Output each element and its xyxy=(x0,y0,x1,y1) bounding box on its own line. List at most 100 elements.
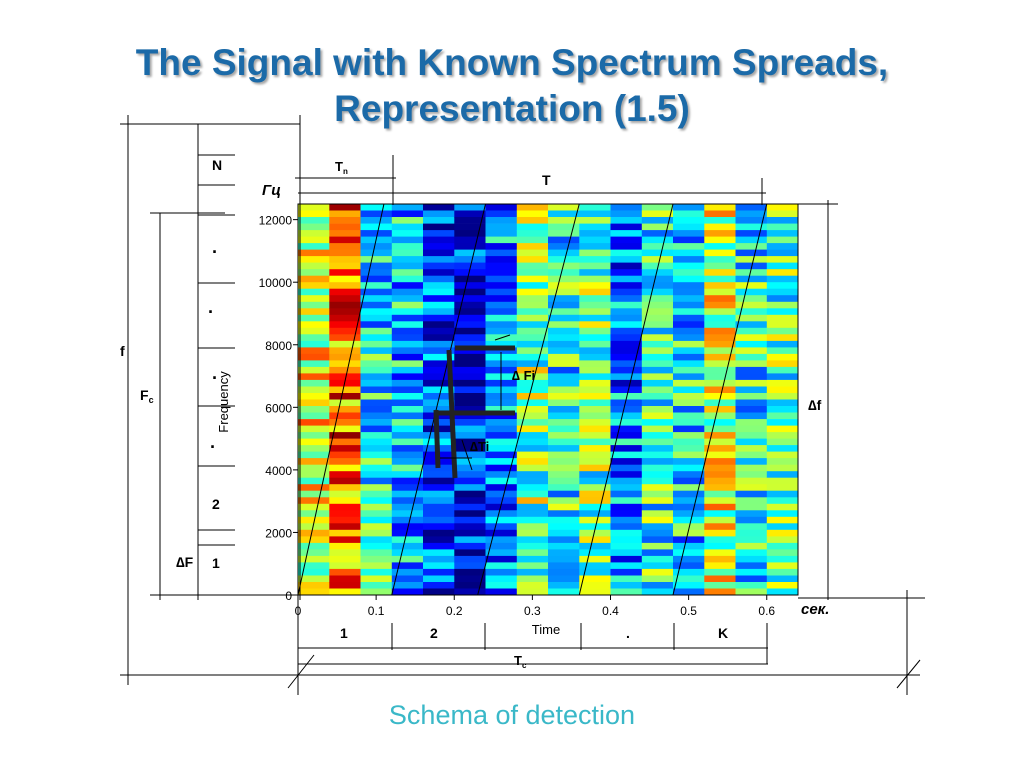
heatmap-cell xyxy=(298,379,330,387)
heatmap-cell xyxy=(766,568,799,576)
heatmap-cell xyxy=(329,510,361,518)
heatmap-cell xyxy=(548,321,580,329)
chirp-line xyxy=(578,203,674,596)
heatmap-cell xyxy=(673,314,705,322)
heatmap-cell xyxy=(391,210,424,218)
heatmap-cell xyxy=(329,497,361,505)
heatmap-cell xyxy=(391,582,424,589)
heatmap-cell xyxy=(641,477,674,485)
heatmap-cell xyxy=(548,373,580,381)
heatmap-cell xyxy=(579,321,611,329)
heatmap-cell xyxy=(610,308,643,316)
heatmap-cell xyxy=(579,295,611,303)
heatmap-cell xyxy=(516,503,549,511)
chirp-line xyxy=(391,203,486,596)
heatmap-cell xyxy=(735,510,768,518)
heatmap-cell xyxy=(329,373,361,381)
heatmap-cell xyxy=(610,451,643,459)
heatmap-cell xyxy=(673,288,705,296)
heatmap-cell xyxy=(298,555,330,563)
heatmap-cell xyxy=(735,438,768,446)
heatmap-cell xyxy=(516,295,549,303)
heatmap-cell xyxy=(673,562,705,570)
heatmap-cell xyxy=(641,484,674,492)
heatmap-cell xyxy=(454,301,486,309)
heatmap-cell xyxy=(360,373,393,381)
heatmap-cell xyxy=(673,379,705,387)
heatmap-cell xyxy=(704,419,736,426)
heatmap-cell xyxy=(454,484,486,492)
heatmap-cell xyxy=(673,262,705,270)
heatmap-cell xyxy=(298,327,330,335)
heatmap-cell xyxy=(641,555,674,563)
heatmap-cell xyxy=(704,445,736,452)
heatmap-cell xyxy=(704,529,736,537)
heatmap-cell xyxy=(673,386,705,394)
heatmap-cell xyxy=(423,484,455,492)
heatmap-cell xyxy=(391,262,424,270)
y-tick-label: 8000 xyxy=(265,339,292,353)
heatmap-cell xyxy=(516,419,549,426)
heatmap-cell xyxy=(423,217,455,224)
heatmap-cell xyxy=(579,419,611,426)
heatmap-cell xyxy=(485,536,518,544)
heatmap-cell xyxy=(454,256,486,263)
heatmap-cell xyxy=(766,243,799,250)
heatmap-cell xyxy=(673,347,705,355)
heatmap-cell xyxy=(360,386,393,394)
heatmap-cell xyxy=(579,223,611,231)
heatmap-cell xyxy=(641,451,674,459)
heatmap-cell xyxy=(516,458,549,465)
heatmap-cell xyxy=(735,301,768,309)
Tc-label-sub: c xyxy=(522,661,527,670)
heatmap-cell xyxy=(673,568,705,576)
heatmap-cell xyxy=(391,523,424,531)
heatmap-cell xyxy=(735,334,768,342)
heatmap-cell xyxy=(673,301,705,309)
heatmap-cell xyxy=(454,223,486,231)
heatmap-cell xyxy=(548,549,580,557)
heatmap-cell xyxy=(673,308,705,316)
heatmap-cell xyxy=(516,510,549,518)
heatmap-cell xyxy=(766,282,799,290)
heatmap-cell xyxy=(548,582,580,589)
heatmap-cell xyxy=(391,419,424,426)
heatmap-cell xyxy=(391,542,424,550)
heatmap-cell xyxy=(704,360,736,368)
heatmap-cell xyxy=(735,464,768,472)
heatmap-cell xyxy=(298,204,330,211)
heatmap-cell xyxy=(548,230,580,237)
heatmap-cell xyxy=(423,379,455,387)
chirp-line xyxy=(297,203,385,596)
heatmap-cell xyxy=(766,399,799,407)
heatmap-cell xyxy=(704,249,736,257)
heatmap-cell xyxy=(298,516,330,524)
heatmap-cell xyxy=(423,588,455,596)
heatmap-column xyxy=(579,204,611,596)
heatmap-cell xyxy=(766,582,799,589)
heatmap-cell xyxy=(391,503,424,511)
heatmap-cell xyxy=(610,582,643,589)
heatmap-cell xyxy=(610,301,643,309)
heatmap-cell xyxy=(704,275,736,283)
heatmap-cell xyxy=(423,490,455,498)
heatmap-cell xyxy=(454,275,486,283)
heatmap-cell xyxy=(454,536,486,544)
heatmap-cell xyxy=(298,503,330,511)
heatmap-cell xyxy=(454,249,486,257)
heatmap-cell xyxy=(579,230,611,237)
heatmap-cell xyxy=(766,321,799,329)
heatmap-cell xyxy=(360,399,393,407)
heatmap-cell xyxy=(423,249,455,257)
heatmap-cell xyxy=(704,484,736,492)
heatmap-cell xyxy=(329,379,361,387)
heatmap-cell xyxy=(516,451,549,459)
plot-frame xyxy=(297,203,799,596)
heatmap-cell xyxy=(454,451,486,459)
heatmap-cell xyxy=(516,288,549,296)
heatmap-cell xyxy=(766,412,799,420)
y-tick-label: 10000 xyxy=(259,276,293,290)
heatmap-cell xyxy=(641,275,674,283)
heatmap-cell xyxy=(360,249,393,257)
heatmap-cell xyxy=(766,262,799,270)
